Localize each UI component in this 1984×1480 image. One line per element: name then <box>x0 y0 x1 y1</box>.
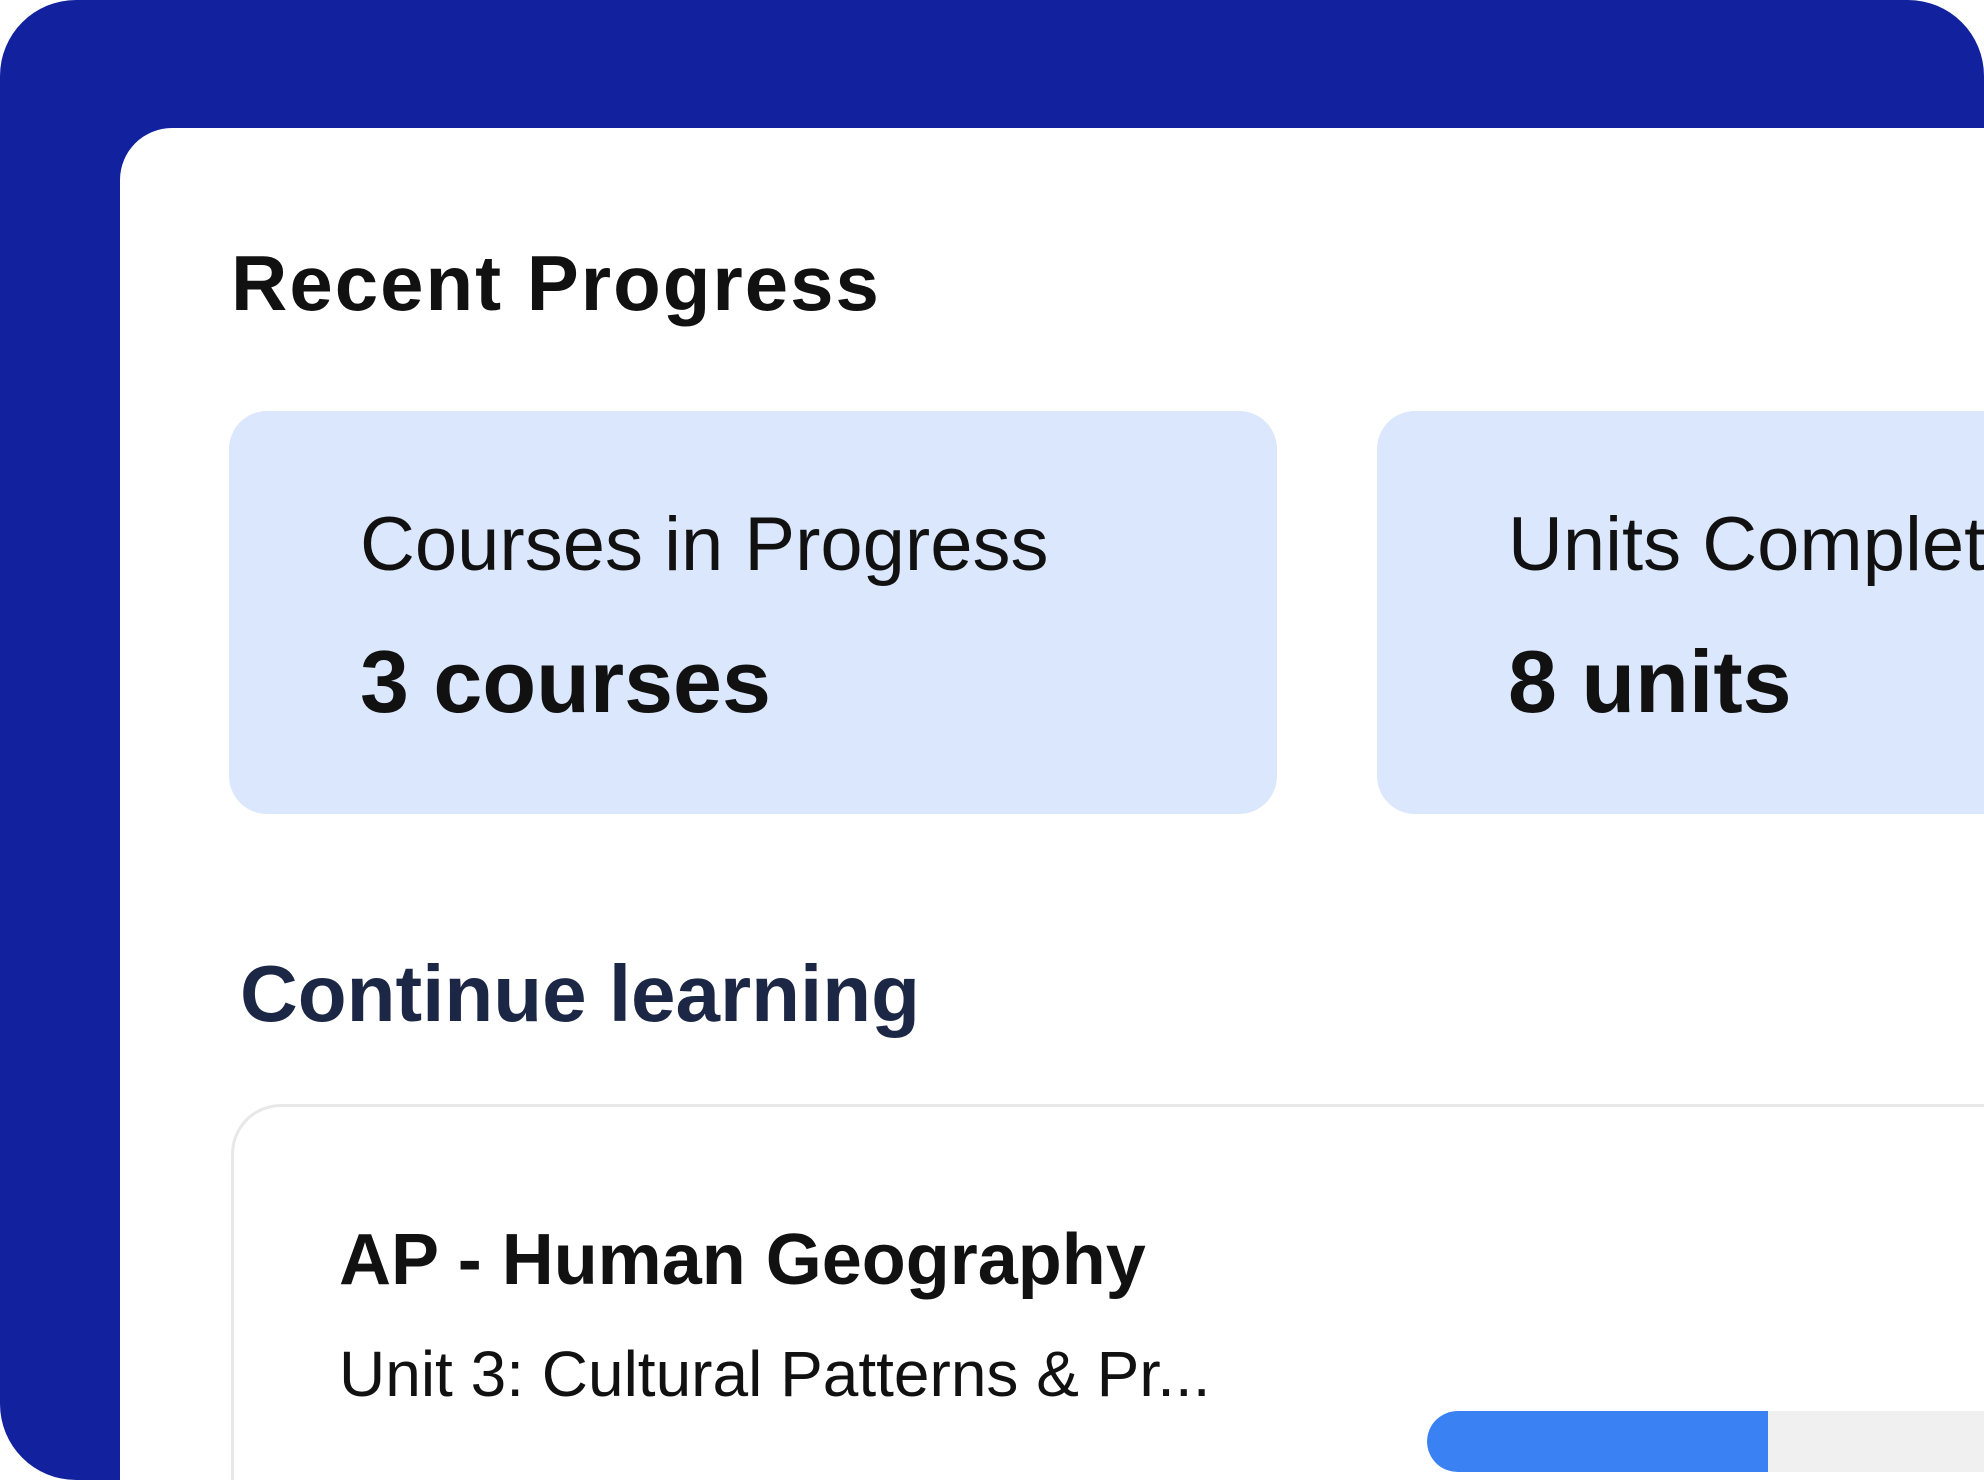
stat-label: Units Complet <box>1508 502 1984 587</box>
stat-card-courses-in-progress: Courses in Progress 3 courses <box>229 411 1277 814</box>
dashboard-panel: Recent Progress Courses in Progress 3 co… <box>120 128 1984 1480</box>
stat-label: Courses in Progress <box>360 502 1049 587</box>
recent-progress-heading: Recent Progress <box>231 239 881 327</box>
stat-value: 3 courses <box>360 632 771 731</box>
course-unit: Unit 3: Cultural Patterns & Pr... <box>339 1338 1211 1410</box>
course-progress-fill <box>1427 1411 1769 1472</box>
continue-learning-heading: Continue learning <box>240 949 920 1038</box>
course-title: AP - Human Geography <box>339 1220 1146 1300</box>
course-progress-bar <box>1427 1411 1984 1472</box>
stat-value: 8 units <box>1508 632 1792 731</box>
stat-card-units-completed: Units Complet 8 units <box>1377 411 1984 814</box>
course-card[interactable]: AP - Human Geography Unit 3: Cultural Pa… <box>231 1104 1984 1480</box>
